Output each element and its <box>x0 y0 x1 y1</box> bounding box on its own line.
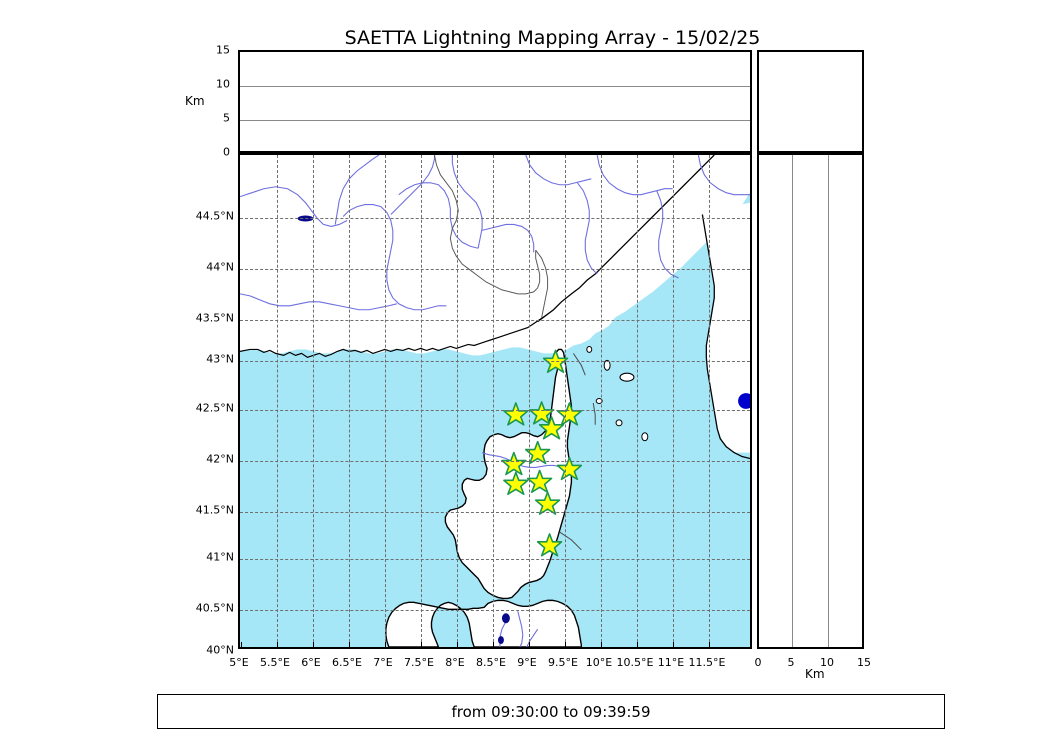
corner-panel <box>757 50 864 153</box>
rivers-continent <box>240 155 750 311</box>
right-panel-xtick-5: 5 <box>787 656 795 669</box>
island-sardinia <box>385 599 583 647</box>
admin-borders <box>433 155 549 318</box>
map-lat-label-43.5: 43.5°N <box>195 311 234 325</box>
top-panel-ytick-5: 5 <box>223 111 230 125</box>
right-panel-xtick-0: 0 <box>754 656 762 669</box>
station-star <box>528 401 555 425</box>
map-lon-label-9: 9°E <box>517 656 537 669</box>
station-star <box>536 533 563 557</box>
coastline-fragment-2 <box>592 402 596 425</box>
map-tickmark <box>277 642 278 647</box>
station-star <box>556 456 583 481</box>
map-tickmark <box>421 642 422 647</box>
right-panel-xtick-15: 15 <box>857 656 871 669</box>
right-panel-xtick-10: 10 <box>820 656 834 669</box>
map-lon-label-6: 6°E <box>301 656 321 669</box>
map-lon-label-8.5: 8.5°E <box>476 656 506 669</box>
coastline-fragment-1 <box>572 353 586 376</box>
station-star <box>526 469 553 494</box>
top-panel-ytick-10: 10 <box>216 77 230 91</box>
right-panel-axis-label: Km <box>805 667 825 681</box>
map-lon-label-7.5: 7.5°E <box>404 656 434 669</box>
map-lat-label-40.5: 40.5°N <box>195 601 234 615</box>
land-tuscany <box>702 202 750 453</box>
land-liguria <box>537 155 750 340</box>
station-star <box>538 416 565 440</box>
blue-dot-marker <box>738 393 750 409</box>
map-lon-label-5: 5°E <box>229 656 249 669</box>
map-tickmark <box>709 642 710 647</box>
map-tickmark <box>637 642 638 647</box>
top-panel-gridline-10 <box>240 86 750 87</box>
map-lon-label-6.5: 6.5°E <box>332 656 362 669</box>
island-capraia <box>603 359 611 371</box>
map-lon-label-7: 7°E <box>373 656 393 669</box>
island-montecristo <box>615 419 623 427</box>
river-corsica <box>481 452 564 469</box>
lake-2 <box>497 636 504 645</box>
map-tickmark <box>601 642 602 647</box>
coastline-fragment-3 <box>559 531 582 551</box>
top-panel-ytick-15: 15 <box>216 43 230 57</box>
page-title: SAETTA Lightning Mapping Array - 15/02/2… <box>344 27 761 49</box>
map-tickmark <box>313 642 314 647</box>
time-range-text: from 09:30:00 to 09:39:59 <box>451 702 651 721</box>
map-tickmark <box>241 642 242 647</box>
top-height-panel[interactable] <box>238 50 752 153</box>
map-lon-label-9.5: 9.5°E <box>548 656 578 669</box>
island-elba <box>619 372 635 382</box>
river-sardinia-1 <box>517 611 524 647</box>
right-panel-gridline-5 <box>792 155 793 647</box>
map-tickmark <box>349 642 350 647</box>
lake-1 <box>501 613 510 624</box>
map-lat-label-44.5: 44.5°N <box>195 209 234 223</box>
map-lon-label-8: 8°E <box>445 656 465 669</box>
map-tickmark <box>493 642 494 647</box>
map-lon-label-10.5: 10.5°E <box>616 656 654 669</box>
top-panel-ytick-0: 0 <box>223 145 230 159</box>
map-lat-label-41.5: 41.5°N <box>195 503 234 517</box>
island-giglio <box>641 432 649 442</box>
map-lon-label-11.5: 11.5°E <box>688 656 726 669</box>
right-height-panel[interactable] <box>757 153 864 649</box>
time-range-status-bar: from 09:30:00 to 09:39:59 <box>157 694 945 729</box>
map-tickmark <box>673 642 674 647</box>
top-panel-gridline-5 <box>240 120 750 121</box>
station-star <box>503 471 529 496</box>
station-star <box>524 440 551 465</box>
map-panel[interactable] <box>238 153 752 649</box>
station-star <box>534 491 561 515</box>
map-lat-label-43: 43°N <box>206 352 234 366</box>
map-lat-label-42: 42°N <box>206 452 234 466</box>
coastline-liguria <box>537 155 715 323</box>
map-lon-label-5.5: 5.5°E <box>260 656 290 669</box>
top-panel-axis-label: Km <box>185 94 205 108</box>
map-graphic <box>240 155 750 647</box>
map-lat-label-40: 40°N <box>206 643 234 657</box>
map-tickmark <box>529 642 530 647</box>
map-tickmark <box>565 642 566 647</box>
map-lat-label-41: 41°N <box>206 550 234 564</box>
island-gorgona <box>586 345 593 353</box>
station-star <box>501 451 527 476</box>
map-lon-label-11: 11°E <box>657 656 685 669</box>
lake-3 <box>297 215 314 222</box>
map-lon-label-10: 10°E <box>585 656 613 669</box>
river-sardinia-2 <box>526 628 539 647</box>
map-tickmark <box>385 642 386 647</box>
island-pianosa <box>595 398 603 404</box>
map-tickmark <box>457 642 458 647</box>
map-lat-label-42.5: 42.5°N <box>195 401 234 415</box>
right-panel-gridline-10 <box>828 155 829 647</box>
map-lat-label-44: 44°N <box>206 260 234 274</box>
